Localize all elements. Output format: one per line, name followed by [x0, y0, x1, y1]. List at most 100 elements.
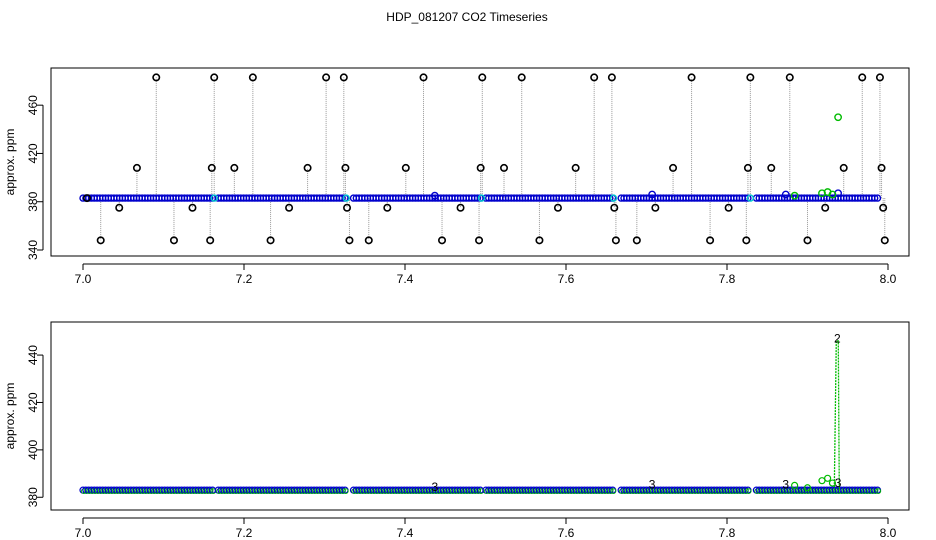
outlier-point [500, 163, 509, 172]
outlier-point [96, 236, 105, 245]
outlier-point [803, 236, 812, 245]
bottom-x-tick-label: 7.6 [558, 526, 575, 540]
outlier-point [132, 163, 141, 172]
outlier-point [571, 163, 580, 172]
outlier-point [210, 73, 219, 82]
baseline-point [473, 194, 482, 202]
top-outlier-markers [83, 73, 889, 245]
green-bump-point [803, 484, 812, 492]
top-x-tick-label: 7.4 [397, 272, 414, 286]
baseline-point [338, 194, 346, 202]
green-bump-point [791, 481, 799, 490]
outlier-point [607, 73, 616, 82]
outlier-point [651, 203, 660, 212]
top-x-tick-label: 7.8 [719, 272, 736, 286]
bottom-spike-trace [791, 340, 840, 492]
baseline-point [606, 194, 614, 202]
baseline-point-green [340, 488, 346, 495]
bottom-y-tick-label: 380 [26, 487, 40, 507]
outlier-point [339, 73, 348, 82]
top-x-tick-label: 7.6 [558, 272, 575, 286]
outlier-point [303, 163, 312, 172]
outlier-point [152, 73, 161, 82]
top-highlight-markers [210, 113, 842, 202]
top-y-tick-label: 420 [26, 143, 40, 163]
highlight-point [828, 190, 837, 199]
highlight-point [781, 190, 790, 199]
outlier-point [230, 163, 239, 172]
bottom-x-tick-label: 7.4 [397, 526, 414, 540]
outlier-point [743, 163, 752, 172]
baseline-point [873, 194, 882, 202]
baseline-point-green [342, 488, 349, 495]
gap-flag-point [746, 194, 755, 202]
bottom-y-tick-label: 440 [26, 345, 40, 365]
point-label: 3 [431, 480, 438, 494]
point-label: 3 [649, 477, 656, 491]
green-bump-point [828, 479, 837, 487]
bottom-axes: 7.0 7.2 7.4 7.6 7.8 8.0 380 400 420 440 [26, 345, 896, 540]
bottom-y-tick-label: 400 [26, 440, 40, 460]
top-y-tick-label: 460 [26, 95, 40, 115]
outlier-point [821, 203, 830, 212]
top-x-tick-label: 8.0 [880, 272, 897, 286]
outlier-point [456, 203, 465, 212]
outlier-point [188, 203, 197, 212]
outlier-point [383, 203, 392, 212]
baseline-point [206, 194, 214, 202]
outlier-point [875, 73, 884, 82]
outlier-point [169, 236, 178, 245]
outlier-point [322, 73, 331, 82]
outlier-point [724, 203, 733, 212]
baseline-point-green [607, 488, 614, 495]
baseline-point-green [610, 488, 617, 495]
baseline-point-green [475, 488, 482, 495]
point-label: 3 [835, 476, 842, 490]
gap-flag-point [609, 194, 618, 202]
outlier-point [687, 73, 696, 82]
gap-flag-point [342, 194, 350, 202]
spike-line [833, 340, 840, 491]
point-label: 3 [782, 477, 789, 491]
outlier-point [880, 236, 889, 245]
highlight-point [834, 113, 842, 122]
outlier-point [610, 203, 619, 212]
baseline-point-green [745, 488, 752, 495]
outlier-point [590, 73, 599, 82]
outlier-point [517, 73, 526, 82]
outlier-point [115, 203, 124, 212]
top-y-tick-label: 380 [26, 191, 40, 211]
outlier-point [669, 163, 678, 172]
top-x-tick-label: 7.2 [236, 272, 253, 286]
outlier-point [706, 236, 715, 245]
outlier-point [341, 163, 350, 172]
outlier-point [345, 236, 354, 245]
top-y-axis-label: approx. ppm [3, 129, 17, 196]
outlier-point [611, 236, 620, 245]
bottom-point-labels: 3 3 3 3 2 [431, 332, 841, 494]
outlier-point [858, 73, 867, 82]
outlier-point [746, 73, 755, 82]
bottom-plot-frame [50, 321, 910, 511]
baseline-point-green [743, 488, 749, 495]
baseline-point [744, 194, 752, 202]
outlier-point [839, 163, 848, 172]
outlier-point [401, 163, 410, 172]
baseline-point-green [875, 488, 882, 495]
outlier-point [438, 236, 447, 245]
bottom-y-tick-label: 420 [26, 392, 40, 412]
top-baseline-markers [79, 194, 882, 202]
outlier-point [632, 236, 641, 245]
outlier-point [285, 203, 294, 212]
baseline-point-green [207, 488, 214, 495]
baseline-point [741, 194, 749, 202]
outlier-point [553, 203, 562, 212]
baseline-point-green [872, 488, 879, 495]
outlier-point [266, 236, 275, 245]
outlier-point [83, 194, 92, 203]
top-y-tick-label: 340 [26, 240, 40, 260]
highlight-point [430, 191, 439, 200]
bottom-x-tick-label: 7.8 [719, 526, 736, 540]
outlier-point [475, 236, 484, 245]
